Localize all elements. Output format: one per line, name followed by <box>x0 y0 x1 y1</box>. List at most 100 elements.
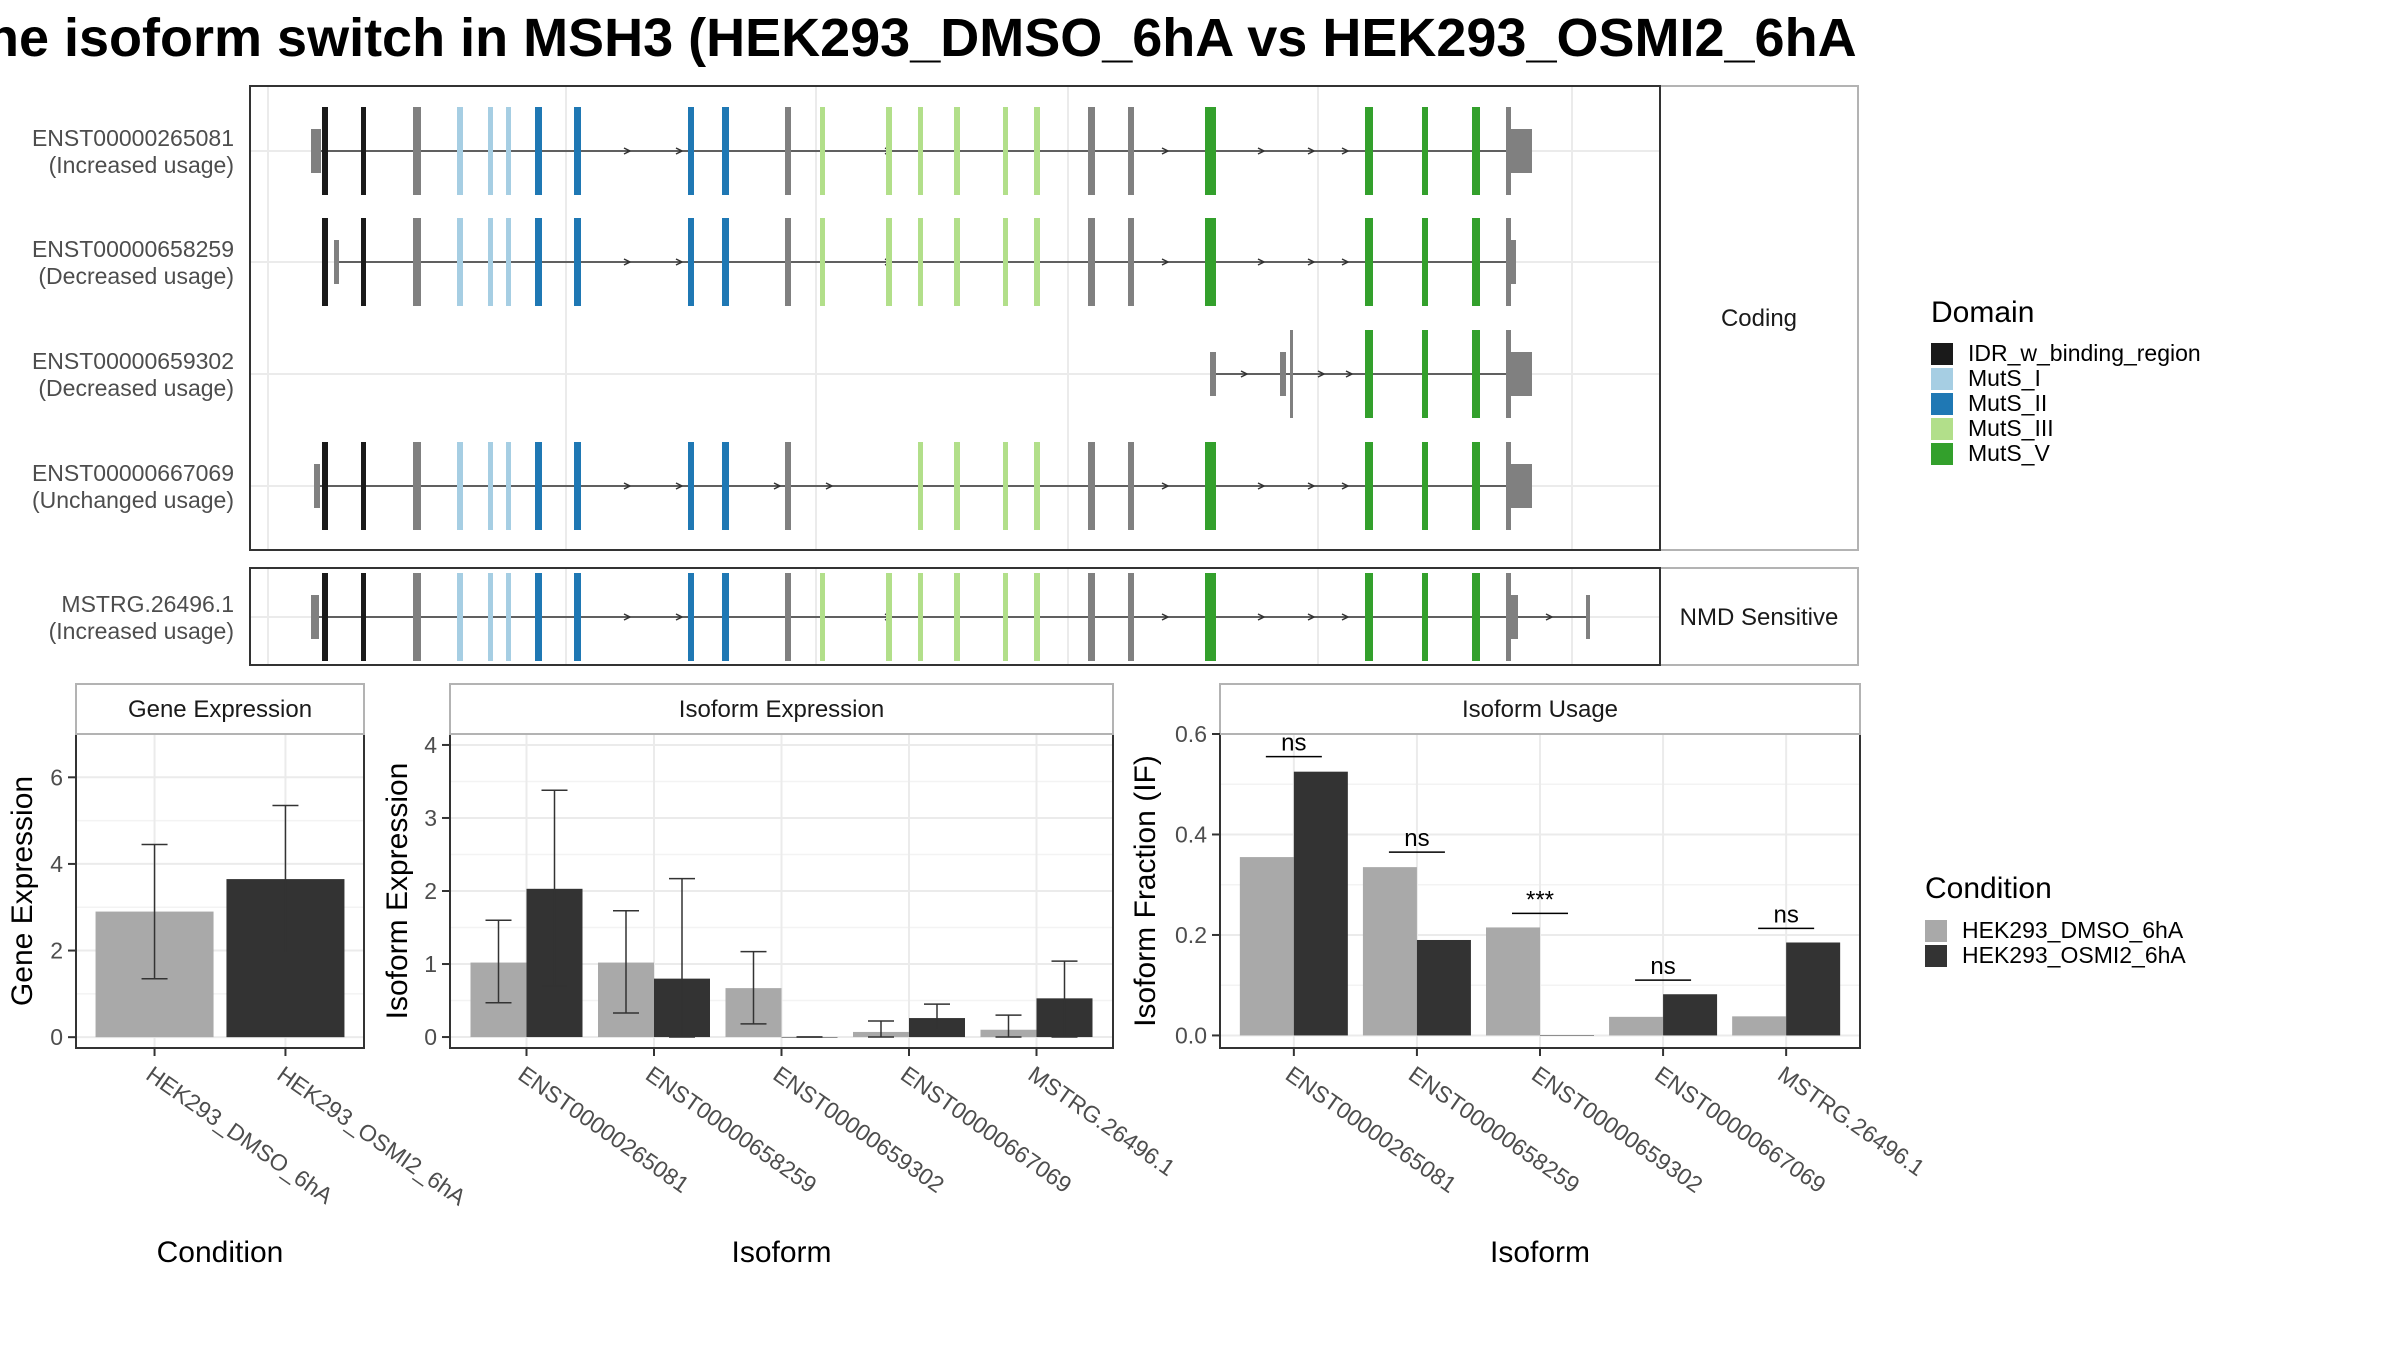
y-tick-label: 0.2 <box>1175 922 1207 948</box>
utr-5 <box>311 595 319 639</box>
exon <box>722 218 729 306</box>
bar <box>1663 994 1718 1036</box>
exon <box>413 218 421 306</box>
exon <box>1472 573 1480 661</box>
domain-legend-swatch <box>1931 443 1953 465</box>
exon <box>785 442 791 530</box>
exon <box>361 573 366 661</box>
transcript-usage-label: (Increased usage) <box>49 152 234 178</box>
strand-arrow <box>1161 147 1170 155</box>
significance-label: *** <box>1526 886 1554 913</box>
strand-arrow <box>773 482 782 490</box>
utr-5 <box>314 464 320 508</box>
exon <box>820 107 825 195</box>
strand-arrow <box>1341 482 1350 490</box>
condition-legend-swatch <box>1925 945 1947 967</box>
transcript-id-label: MSTRG.26496.1 <box>61 591 234 617</box>
condition-legend-label: HEK293_DMSO_6hA <box>1962 917 2184 943</box>
exon <box>535 442 542 530</box>
exon <box>488 573 493 661</box>
exon <box>688 442 694 530</box>
exon <box>918 218 923 306</box>
condition-legend-title: Condition <box>1925 872 2052 905</box>
isoform-expression-panel: Isoform Expression01234ENST00000265081EN… <box>381 683 1180 1269</box>
exon <box>1034 573 1040 661</box>
facet-strip-label: Isoform Expression <box>679 696 884 723</box>
strand-arrow <box>1257 147 1266 155</box>
strand-arrow <box>1161 613 1170 621</box>
exon <box>1365 107 1373 195</box>
y-axis-title: Gene Expression <box>6 776 39 1006</box>
exon <box>1205 442 1216 530</box>
facet-strip <box>75 683 365 735</box>
transcript-structure <box>314 442 1532 530</box>
exon <box>457 218 463 306</box>
utr-3 <box>1510 464 1532 508</box>
bar <box>1486 927 1540 1036</box>
exon <box>322 442 328 530</box>
exon <box>1128 218 1134 306</box>
significance-label: ns <box>1404 825 1429 852</box>
exon <box>1003 573 1008 661</box>
strand-arrow <box>1161 258 1170 266</box>
exon <box>488 442 493 530</box>
x-axis-title: Isoform <box>731 1236 831 1269</box>
transcript-usage-label: (Increased usage) <box>49 618 234 644</box>
y-tick-label: 3 <box>424 805 437 831</box>
exon <box>886 107 892 195</box>
domain-legend-label: MutS_II <box>1968 390 2047 416</box>
exon <box>535 573 542 661</box>
strand-arrow <box>1307 613 1316 621</box>
y-tick-label: 0.0 <box>1175 1022 1207 1048</box>
y-tick-label: 2 <box>424 878 437 904</box>
transcript-id-label: ENST00000659302 <box>32 348 234 374</box>
exon <box>785 573 791 661</box>
bar <box>1732 1016 1787 1036</box>
exon <box>1506 330 1511 418</box>
y-tick-label: 6 <box>50 764 63 790</box>
exon <box>1128 107 1134 195</box>
exon <box>535 107 542 195</box>
domain-legend: DomainIDR_w_binding_regionMutS_IMutS_IIM… <box>1931 296 2201 466</box>
exon <box>918 442 923 530</box>
exon <box>413 107 421 195</box>
exon <box>1472 218 1480 306</box>
exon <box>1422 330 1428 418</box>
facet-strip-label: Gene Expression <box>128 696 312 723</box>
exon <box>1088 218 1095 306</box>
strand-arrow <box>1161 482 1170 490</box>
exon <box>574 442 581 530</box>
exon <box>1472 330 1480 418</box>
exon <box>1003 218 1008 306</box>
exon <box>1422 442 1428 530</box>
exon <box>1088 573 1095 661</box>
exon <box>918 573 923 661</box>
transcript-usage-label: (Decreased usage) <box>38 263 234 289</box>
figure-title: he isoform switch in MSH3 (HEK293_DMSO_6… <box>0 8 1857 68</box>
x-axis-title: Condition <box>157 1236 284 1269</box>
y-tick-label: 0.4 <box>1175 821 1207 847</box>
exon <box>954 573 960 661</box>
exon <box>1034 218 1040 306</box>
exon <box>820 573 825 661</box>
facet-strip-label: Coding <box>1721 305 1797 332</box>
strand-arrow <box>1341 258 1350 266</box>
facet-strip-label: Isoform Usage <box>1462 696 1618 723</box>
strand-arrow <box>1307 482 1316 490</box>
transcript-id-label: ENST00000265081 <box>32 125 234 151</box>
strand-arrow <box>623 482 632 490</box>
exon <box>1205 107 1216 195</box>
y-axis-title: Isoform Expression <box>381 763 414 1020</box>
exon <box>506 218 511 306</box>
transcript-id-label: ENST00000658259 <box>32 236 234 262</box>
condition-legend-label: HEK293_OSMI2_6hA <box>1962 942 2186 968</box>
bar <box>1786 942 1841 1036</box>
utr-3 <box>1510 595 1518 639</box>
exon <box>886 573 892 661</box>
exon <box>413 573 421 661</box>
exon <box>1128 573 1134 661</box>
exon <box>1205 218 1216 306</box>
bar <box>1362 867 1417 1036</box>
exon <box>361 218 366 306</box>
